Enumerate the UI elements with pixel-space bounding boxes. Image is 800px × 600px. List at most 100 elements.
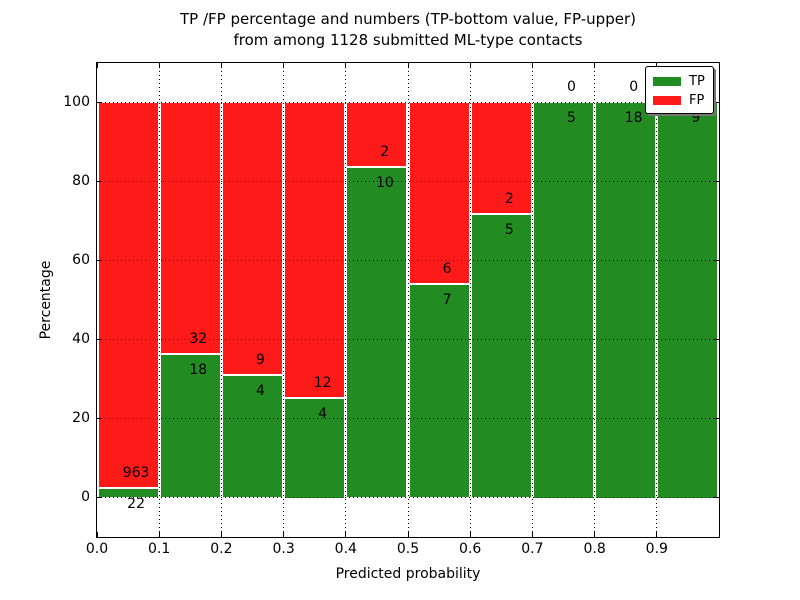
y-tick-left [97, 339, 102, 340]
y-tick-right [714, 102, 719, 103]
chart-title-line1: TP /FP percentage and numbers (TP-bottom… [180, 10, 636, 28]
y-axis-label: Percentage [38, 260, 54, 340]
y-tick-left [97, 102, 102, 103]
x-tick-label-0.4: 0.4 [334, 541, 357, 557]
legend-swatch-fp [653, 96, 681, 105]
legend-label-fp: FP [689, 93, 705, 108]
tp-count-label-7: 5 [567, 109, 576, 126]
x-tick-bottom [594, 532, 596, 537]
x-tick-label-0.6: 0.6 [459, 541, 482, 557]
fp-count-label-3: 12 [313, 374, 332, 391]
y-tick-left [97, 418, 102, 419]
tp-count-label-1: 18 [189, 362, 208, 379]
x-tick-bottom [469, 532, 471, 537]
bar-fp-2 [222, 102, 283, 374]
x-tick-top [656, 63, 658, 68]
y-tick-label-0: 0 [81, 488, 90, 505]
x-tick-top [469, 63, 471, 68]
plot-area: 9632232189412421067250501809 [96, 62, 720, 538]
bar-tp-9 [658, 102, 718, 498]
v-gridline-0.9 [656, 63, 658, 537]
y-tick-right [714, 260, 719, 261]
y-tick-left [97, 497, 102, 498]
tp-count-label-6: 5 [504, 222, 514, 239]
v-gridline-0.3 [283, 63, 285, 537]
bar-tp-6 [471, 215, 531, 498]
x-tick-top [345, 63, 347, 68]
chart-title: TP /FP percentage and numbers (TP-bottom… [96, 9, 720, 51]
tp-count-label-2: 4 [256, 382, 265, 399]
bar-tp-1 [160, 355, 220, 498]
y-tick-right [714, 497, 719, 498]
legend: TP FP [645, 66, 714, 114]
x-tick-bottom [283, 532, 285, 537]
x-tick-top [158, 63, 160, 68]
bar-fp-5 [409, 102, 469, 283]
x-tick-bottom [656, 532, 658, 537]
fp-count-label-1: 32 [189, 331, 208, 348]
bar-fp-3 [285, 102, 345, 397]
bar-fp-4 [347, 102, 407, 167]
bar-tp-3 [285, 398, 345, 498]
y-tick-right [714, 418, 719, 419]
x-tick-bottom [97, 532, 98, 537]
y-tick-right [714, 181, 719, 182]
fp-count-label-7: 0 [567, 78, 576, 95]
x-tick-label-0.7: 0.7 [521, 541, 544, 557]
y-tick-label-60: 60 [72, 251, 90, 268]
legend-row-tp: TP [653, 72, 713, 91]
x-tick-label-0.1: 0.1 [148, 541, 171, 557]
x-axis-label: Predicted probability [335, 566, 481, 582]
y-tick-label-80: 80 [72, 172, 90, 189]
x-tick-top [594, 63, 596, 68]
chart-title-line2: from among 1128 submitted ML-type contac… [233, 31, 583, 49]
x-tick-top [97, 63, 98, 68]
y-tick-label-100: 100 [63, 93, 90, 110]
x-tick-bottom [407, 532, 409, 537]
v-gridline-0.6 [469, 63, 471, 537]
bar-tp-5 [409, 284, 469, 498]
fp-count-label-2: 9 [256, 351, 265, 368]
tp-count-label-4: 10 [375, 175, 394, 192]
bar-tp-2 [222, 375, 283, 498]
bar-tp-8 [596, 102, 656, 498]
tp-count-label-9: 9 [691, 109, 701, 126]
x-tick-bottom [345, 532, 347, 537]
x-tick-label-0.2: 0.2 [210, 541, 233, 557]
fp-count-label-5: 6 [442, 260, 452, 277]
v-gridline-0.8 [594, 63, 596, 537]
bar-tp-4 [347, 168, 407, 498]
bar-fp-1 [160, 102, 220, 354]
v-gridline-0.4 [345, 63, 347, 537]
y-tick-label-20: 20 [72, 409, 90, 426]
x-tick-bottom [531, 532, 533, 537]
x-tick-top [407, 63, 409, 68]
y-tick-right [714, 339, 719, 340]
x-tick-top [220, 63, 222, 68]
v-gridline-0.2 [220, 63, 222, 537]
fp-count-label-8: 0 [629, 78, 639, 95]
y-tick-label-40: 40 [72, 330, 90, 347]
fp-count-label-6: 2 [504, 191, 514, 208]
x-tick-top [531, 63, 533, 68]
x-tick-bottom [220, 532, 222, 537]
fp-count-label-0: 963 [122, 464, 150, 481]
v-gridline-0.1 [158, 63, 160, 537]
x-tick-label-0.8: 0.8 [583, 541, 606, 557]
x-tick-label-0.0: 0.0 [85, 541, 109, 557]
tp-count-label-0: 22 [127, 495, 146, 512]
legend-row-fp: FP [653, 91, 713, 110]
x-tick-bottom [158, 532, 160, 537]
legend-swatch-tp [653, 77, 681, 86]
tp-count-label-8: 18 [624, 109, 643, 126]
fp-count-label-4: 2 [380, 144, 390, 161]
x-tick-top [283, 63, 285, 68]
tp-count-label-5: 7 [442, 291, 452, 308]
legend-label-tp: TP [689, 74, 705, 89]
v-gridline-0.5 [407, 63, 409, 537]
v-gridline-0.7 [531, 63, 533, 537]
tp-count-label-3: 4 [318, 405, 328, 422]
x-tick-label-0.5: 0.5 [396, 541, 420, 557]
y-tick-left [97, 260, 102, 261]
